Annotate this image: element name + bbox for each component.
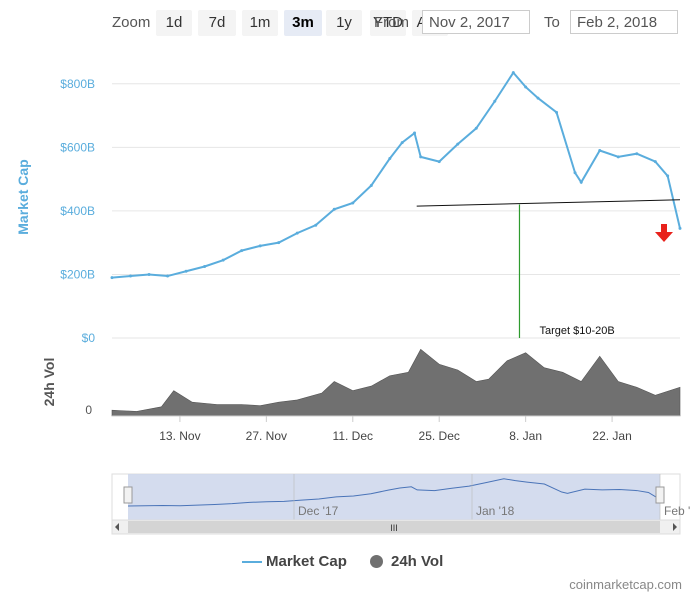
y-tick-label: $800B <box>60 77 95 91</box>
market-cap-point <box>203 265 207 268</box>
from-label: From <box>374 14 409 31</box>
market-cap-point <box>678 226 682 230</box>
legend-market-cap[interactable]: Market Cap <box>242 553 347 570</box>
legend-line-icon <box>242 561 262 564</box>
volume-area <box>111 348 681 417</box>
market-cap-point <box>653 160 657 164</box>
market-cap-point <box>221 258 225 262</box>
market-cap-point <box>419 155 423 159</box>
market-cap-point <box>616 155 620 159</box>
zoom-button-ytd[interactable]: YTD <box>370 10 406 36</box>
x-tick-label: 25. Dec <box>419 429 460 443</box>
y-tick-label: $200B <box>60 267 95 281</box>
y-axis-label-volume: 24h Vol <box>41 358 57 407</box>
market-cap-point <box>240 249 244 253</box>
market-cap-point <box>666 174 670 178</box>
market-cap-point <box>166 274 170 278</box>
market-cap-point <box>295 231 299 235</box>
navigator-date-label: Dec '17 <box>298 504 339 518</box>
from-date-input[interactable] <box>422 10 530 34</box>
market-cap-point <box>351 201 355 205</box>
to-date-input[interactable] <box>570 10 678 34</box>
market-cap-point <box>474 126 478 130</box>
x-tick-label: 22. Jan <box>592 429 631 443</box>
y-axis-label-market-cap: Market Cap <box>15 159 31 234</box>
market-cap-point <box>456 142 460 146</box>
market-cap-point <box>129 274 133 278</box>
market-cap-series-line <box>111 70 681 279</box>
navigator-date-label: Jan '18 <box>476 504 515 518</box>
scrollbar-grip: III <box>390 523 398 533</box>
market-cap-point <box>400 141 404 145</box>
source-credit: coinmarketcap.com <box>569 577 682 592</box>
to-label: To <box>544 14 560 31</box>
market-cap-point <box>511 71 515 75</box>
x-tick-label: 13. Nov <box>159 429 200 443</box>
zoom-button-7d[interactable]: 7d <box>198 10 236 36</box>
market-cap-point <box>524 85 528 89</box>
market-cap-point <box>369 183 373 187</box>
navigator-series-line <box>127 478 661 507</box>
legend-volume[interactable]: 24h Vol <box>370 553 443 570</box>
legend-dot-icon <box>370 555 383 568</box>
market-cap-point <box>635 152 639 156</box>
x-tick-label: 8. Jan <box>509 429 542 443</box>
market-cap-point <box>184 269 188 273</box>
market-cap-point <box>332 207 336 211</box>
market-cap-point <box>413 131 417 135</box>
y-tick-label: $600B <box>60 140 95 154</box>
zoom-button-3m[interactable]: 3m <box>284 10 322 36</box>
target-annotation: Target $10-20B <box>539 325 614 337</box>
market-cap-point <box>110 276 114 280</box>
market-cap-point <box>388 156 392 160</box>
y-tick-label: $400B <box>60 204 95 218</box>
market-cap-point <box>555 110 559 114</box>
scroll-left-icon[interactable] <box>115 523 119 531</box>
market-cap-point <box>598 149 602 153</box>
market-cap-point <box>536 96 540 100</box>
market-cap-point <box>147 272 151 276</box>
market-cap-point <box>258 244 262 248</box>
zoom-button-1y[interactable]: 1y <box>326 10 362 36</box>
scrollbar-thumb[interactable] <box>128 521 660 533</box>
market-cap-point <box>579 180 583 184</box>
zoom-button-1m[interactable]: 1m <box>242 10 278 36</box>
legend-market-cap-label: Market Cap <box>266 553 347 570</box>
zoom-label: Zoom <box>112 14 151 31</box>
market-cap-point <box>314 223 318 227</box>
market-cap-point <box>277 241 281 245</box>
volume-y-tick-label: 0 <box>85 403 92 417</box>
navigator-selection <box>128 474 660 520</box>
legend-volume-label: 24h Vol <box>391 553 444 570</box>
navigator-left-handle[interactable] <box>123 486 133 504</box>
support-trendline <box>416 199 681 207</box>
market-cap-point <box>493 99 497 103</box>
navigator-right-handle[interactable] <box>655 486 665 504</box>
navigator-date-label: Feb '1 <box>664 504 690 518</box>
market-cap-point <box>573 171 577 175</box>
x-tick-label: 27. Nov <box>246 429 287 443</box>
x-tick-label: 11. Dec <box>333 429 373 443</box>
zoom-button-1d[interactable]: 1d <box>156 10 192 36</box>
y-tick-label: $0 <box>82 331 96 345</box>
down-arrow-icon <box>655 224 673 242</box>
scroll-right-icon[interactable] <box>673 523 677 531</box>
market-cap-point <box>437 160 441 164</box>
